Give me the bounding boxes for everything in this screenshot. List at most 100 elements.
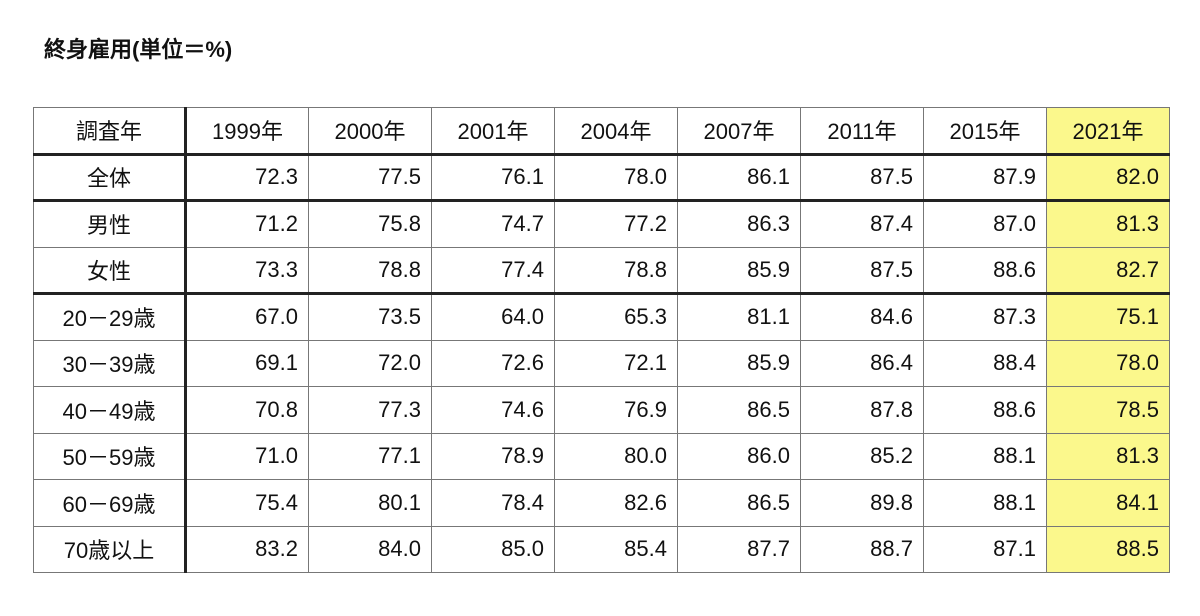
cell: 75.8 — [308, 200, 432, 248]
cell: 78.9 — [431, 432, 555, 480]
cell: 82.7 — [1046, 246, 1170, 295]
cell: 64.0 — [431, 293, 555, 341]
cell: 77.4 — [431, 246, 555, 295]
cell: 70.8 — [185, 386, 309, 434]
row-label: 30－39歳 — [33, 339, 187, 387]
cell: 2011年 — [800, 107, 924, 156]
cell: 85.2 — [800, 432, 924, 480]
cell: 73.3 — [185, 246, 309, 295]
cell: 76.1 — [431, 153, 555, 202]
row-label: 50－59歳 — [33, 432, 187, 480]
cell: 73.5 — [308, 293, 432, 341]
table-row: 40－49歳 70.8 77.3 74.6 76.9 86.5 87.8 88.6 78.5 — [33, 386, 1170, 434]
cell: 78.8 — [554, 246, 678, 295]
cell: 85.4 — [554, 525, 678, 573]
cell: 85.9 — [677, 246, 801, 295]
cell: 2001年 — [431, 107, 555, 156]
cell: 76.9 — [554, 386, 678, 434]
row-label: 20－29歳 — [33, 293, 187, 341]
row-label: 調査年 — [33, 107, 187, 156]
table-row: 20－29歳 67.0 73.5 64.0 65.3 81.1 84.6 87.3 75.1 — [33, 293, 1170, 341]
cell: 78.5 — [1046, 386, 1170, 434]
cell: 72.3 — [185, 153, 309, 202]
row-label: 男性 — [33, 200, 187, 248]
cell: 74.7 — [431, 200, 555, 248]
cell: 88.4 — [923, 339, 1047, 387]
cell: 72.1 — [554, 339, 678, 387]
table-row: 全体 72.3 77.5 76.1 78.0 86.1 87.5 87.9 82.0 — [33, 153, 1170, 202]
row-label: 60－69歳 — [33, 479, 187, 527]
table-row: 50－59歳 71.0 77.1 78.9 80.0 86.0 85.2 88.1 81.3 — [33, 432, 1170, 480]
cell: 88.6 — [923, 386, 1047, 434]
cell: 82.0 — [1046, 153, 1170, 202]
cell: 86.3 — [677, 200, 801, 248]
table-row: 60－69歳 75.4 80.1 78.4 82.6 86.5 89.8 88.1 84.1 — [33, 479, 1170, 527]
cell: 88.1 — [923, 432, 1047, 480]
table-row: 30－39歳 69.1 72.0 72.6 72.1 85.9 86.4 88.4 78.0 — [33, 339, 1170, 387]
cell: 2004年 — [554, 107, 678, 156]
cell: 74.6 — [431, 386, 555, 434]
cell: 77.3 — [308, 386, 432, 434]
cell: 77.2 — [554, 200, 678, 248]
cell: 88.6 — [923, 246, 1047, 295]
cell: 88.7 — [800, 525, 924, 573]
cell: 72.0 — [308, 339, 432, 387]
row-label: 女性 — [33, 246, 187, 295]
cell: 87.8 — [800, 386, 924, 434]
cell: 86.0 — [677, 432, 801, 480]
header-row: 調査年 1999年 2000年 2001年 2004年 2007年 2011年 2015年 20… — [33, 107, 1170, 156]
cell: 82.6 — [554, 479, 678, 527]
cell: 87.7 — [677, 525, 801, 573]
cell: 87.5 — [800, 246, 924, 295]
cell: 81.3 — [1046, 200, 1170, 248]
row-label: 40－49歳 — [33, 386, 187, 434]
cell: 67.0 — [185, 293, 309, 341]
data-table: 調査年 1999年 2000年 2001年 2004年 2007年 2011年 2015年 20… — [33, 107, 1170, 573]
row-label: 全体 — [33, 153, 187, 202]
table-row: 70歳以上 83.2 84.0 85.0 85.4 87.7 88.7 87.1 88.5 — [33, 525, 1170, 573]
cell: 78.0 — [554, 153, 678, 202]
cell: 71.2 — [185, 200, 309, 248]
cell: 84.1 — [1046, 479, 1170, 527]
cell: 87.9 — [923, 153, 1047, 202]
cell: 80.0 — [554, 432, 678, 480]
cell: 77.5 — [308, 153, 432, 202]
cell: 87.4 — [800, 200, 924, 248]
cell: 2015年 — [923, 107, 1047, 156]
cell: 72.6 — [431, 339, 555, 387]
cell: 78.4 — [431, 479, 555, 527]
cell: 75.1 — [1046, 293, 1170, 341]
row-label: 70歳以上 — [33, 525, 187, 573]
cell: 85.0 — [431, 525, 555, 573]
cell: 89.8 — [800, 479, 924, 527]
cell: 84.0 — [308, 525, 432, 573]
table-row: 女性 73.3 78.8 77.4 78.8 85.9 87.5 88.6 82.7 — [33, 246, 1170, 295]
cell: 78.0 — [1046, 339, 1170, 387]
cell: 65.3 — [554, 293, 678, 341]
cell: 83.2 — [185, 525, 309, 573]
table-row: 男性 71.2 75.8 74.7 77.2 86.3 87.4 87.0 81.3 — [33, 200, 1170, 248]
cell: 87.3 — [923, 293, 1047, 341]
cell: 88.1 — [923, 479, 1047, 527]
cell: 75.4 — [185, 479, 309, 527]
title: 終身雇用(単位＝%) — [44, 37, 233, 62]
cell: 2021年 — [1046, 107, 1170, 156]
cell: 78.8 — [308, 246, 432, 295]
cell: 1999年 — [185, 107, 309, 156]
cell: 86.4 — [800, 339, 924, 387]
cell: 87.5 — [800, 153, 924, 202]
cell: 81.3 — [1046, 432, 1170, 480]
cell: 88.5 — [1046, 525, 1170, 573]
cell: 87.0 — [923, 200, 1047, 248]
cell: 86.5 — [677, 386, 801, 434]
cell: 69.1 — [185, 339, 309, 387]
cell: 77.1 — [308, 432, 432, 480]
cell: 87.1 — [923, 525, 1047, 573]
cell: 86.1 — [677, 153, 801, 202]
cell: 81.1 — [677, 293, 801, 341]
cell: 84.6 — [800, 293, 924, 341]
cell: 86.5 — [677, 479, 801, 527]
cell: 71.0 — [185, 432, 309, 480]
cell: 2000年 — [308, 107, 432, 156]
